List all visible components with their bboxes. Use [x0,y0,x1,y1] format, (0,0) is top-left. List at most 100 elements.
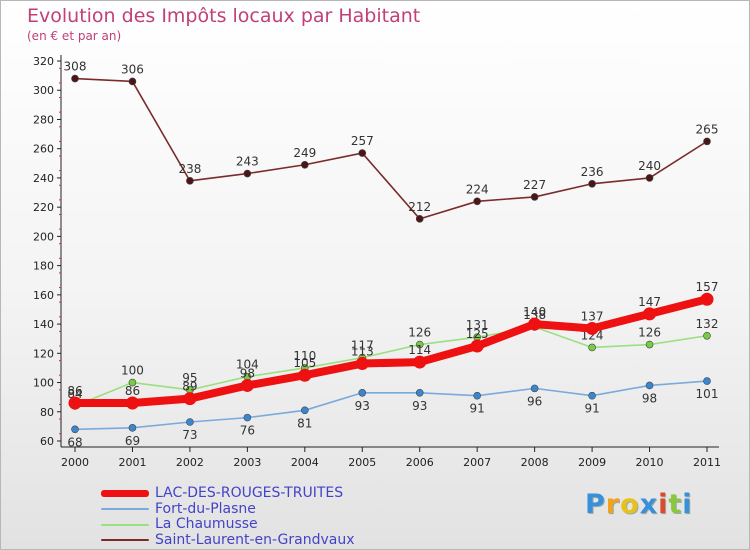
legend-swatch [101,508,149,511]
legend-swatch [101,539,149,542]
logo-letter: P [585,489,606,520]
data-point [528,317,542,331]
data-label: 140 [523,305,546,319]
logo-letter: o [620,489,640,520]
data-point [243,413,252,422]
y-tick-label: 80 [40,406,54,419]
legend-item: La Chaumusse [101,517,355,533]
x-tick-label: 2007 [463,456,491,469]
data-point [473,391,481,400]
data-label: 147 [638,295,661,309]
data-point [643,307,657,321]
data-point [243,169,252,178]
data-point [588,391,596,400]
legend-label: LAC-DES-ROUGES-TRUITES [155,485,344,502]
series-line [74,380,708,431]
y-tick-label: 260 [33,143,54,156]
data-label: 100 [121,364,144,378]
data-label: 240 [638,159,661,173]
legend-swatch [101,490,149,498]
data-point [186,418,194,426]
data-point [68,396,82,410]
logo-letter: r [605,489,621,520]
proxiti-logo: Proxiti [585,489,693,520]
data-point [183,392,197,406]
data-point [415,340,424,349]
data-label: 138 [523,308,546,322]
data-label: 98 [642,391,657,405]
data-label: 73 [182,428,197,442]
data-point [703,377,711,385]
data-label: 224 [466,182,489,196]
data-label: 125 [466,327,489,341]
data-point [355,357,369,371]
data-label: 265 [696,122,719,136]
data-label: 81 [297,416,312,430]
data-point [645,340,654,349]
chart-title: Evolution des Impôts locaux par Habitant [27,5,421,27]
data-label: 117 [351,339,374,353]
data-point [71,425,79,434]
data-label: 249 [293,146,316,160]
data-point [470,339,484,353]
data-label: 114 [408,343,431,357]
data-point [128,424,137,432]
data-point [473,197,481,206]
data-label: 227 [523,178,546,192]
data-label: 89 [182,380,197,394]
legend-swatch [101,523,149,526]
logo-letter: i [658,489,669,520]
data-label: 238 [178,162,201,176]
x-tick-label: 2011 [693,456,721,469]
series-line [71,295,711,407]
y-tick-label: 140 [33,318,54,331]
data-label: 101 [696,387,719,401]
data-label: 236 [581,165,604,179]
data-point [585,321,599,335]
data-label: 137 [581,309,604,323]
data-point [588,179,596,188]
chart-subtitle: (en € et par an) [27,29,122,43]
legend-label: La Chaumusse [155,516,258,533]
data-label: 113 [351,345,374,359]
data-point [588,343,596,352]
x-tick-label: 2004 [291,456,319,469]
y-tick-label: 220 [33,201,54,214]
data-point [125,396,139,410]
data-label: 68 [67,435,82,449]
data-label: 86 [67,384,82,398]
x-tick-label: 2010 [636,456,664,469]
data-point [240,378,254,392]
data-label: 84 [67,387,82,401]
data-point [415,388,424,397]
data-label: 306 [121,62,144,76]
legend: LAC-DES-ROUGES-TRUITES Fort-du-Plasne La C… [101,486,355,548]
data-point [298,368,312,382]
x-tick-label: 2001 [118,456,146,469]
data-point [186,177,194,185]
logo-letter: x [639,489,659,520]
x-tick-label: 2008 [521,456,549,469]
data-label: 157 [696,280,719,294]
logo-letter: i [682,489,693,520]
series-line [74,326,708,407]
data-label: 105 [293,356,316,370]
legend-item: Fort-du-Plasne [101,500,355,518]
x-tick-label: 2009 [578,456,606,469]
y-tick-label: 120 [33,347,54,360]
data-label: 243 [236,155,259,169]
data-point [530,384,539,393]
y-tick-label: 280 [33,113,54,126]
y-tick-label: 320 [33,55,54,68]
legend-label: Fort-du-Plasne [155,500,256,517]
data-label: 86 [125,384,140,398]
legend-item: Saint-Laurent-en-Grandvaux [101,532,355,549]
data-point [703,331,711,340]
data-label: 69 [125,434,140,448]
data-point [645,381,654,390]
data-label: 131 [466,318,489,332]
data-label: 76 [240,424,255,438]
data-point [71,74,79,83]
data-label: 98 [240,366,255,380]
